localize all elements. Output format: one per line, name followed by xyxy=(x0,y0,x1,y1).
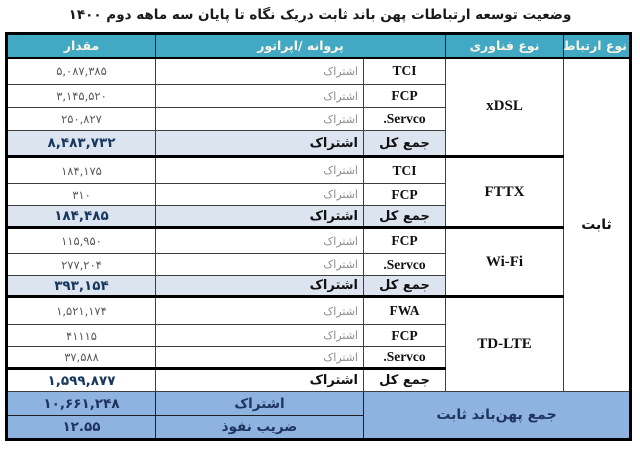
table-row-fttx-tci: FTTX TCI اشتراک ۱۸۴,۱۷۵ xyxy=(5,155,630,228)
header-row: نوع ارتباط نوع فناوری پروانه /اپراتور مق… xyxy=(5,33,631,59)
total-value-cell: ۱,۵۹۹,۸۷۷ xyxy=(5,367,156,392)
broadband-table: نوع ارتباط نوع فناوری پروانه /اپراتور مق… xyxy=(4,32,632,441)
unit-cell: اشتراک xyxy=(154,183,365,206)
operator-cell: TCI xyxy=(363,155,446,184)
table-row-wifi-fcp: Wi-Fi FCP اشتراک ۱۱۵,۹۵۰ xyxy=(5,226,630,297)
total-value-cell: ۳۹۳,۱۵۴ xyxy=(5,275,156,297)
value-cell: ۱۸۴,۱۷۵ xyxy=(5,155,156,184)
operator-cell: FCP xyxy=(363,226,446,254)
operator-cell: FCP xyxy=(363,84,446,108)
table-row-xdsl-servco: Servco. اشتراک ۲۵۰,۸۲۷ xyxy=(5,107,630,131)
table-row-tdlte-fwa: TD-LTE FWA اشتراک ۱,۵۲۱,۱۷۴ xyxy=(5,295,630,392)
unit-cell: اشتراک xyxy=(154,57,365,85)
technology-cell-fttx: FTTX xyxy=(445,155,564,228)
operator-cell: TCI xyxy=(363,57,446,85)
value-cell: ۱,۵۲۱,۱۷۴ xyxy=(5,295,156,325)
value-cell: ۴۱۱۱۵ xyxy=(5,324,156,347)
total-label-cell: جمع کل xyxy=(363,275,446,297)
operator-cell: Servco. xyxy=(363,346,446,369)
summary-merged-label-cell: جمع پهن‌باند ثابت xyxy=(363,391,631,440)
header-operator: پروانه /اپراتور xyxy=(154,33,447,59)
operator-cell: Servco. xyxy=(363,253,446,276)
summary-value-cell: ۱۲.۵۵ xyxy=(5,415,156,440)
header-technology-type: نوع فناوری xyxy=(445,33,564,59)
total-unit-cell: اشتراک xyxy=(154,275,365,297)
summary-row-subscriptions: جمع پهن‌باند ثابت اشتراک ۱۰,۶۶۱,۲۴۸ xyxy=(5,391,631,440)
unit-cell: اشتراک xyxy=(154,346,365,369)
table-row-xdsl-tci: ثابت xDSL TCI اشتراک ۵,۰۸۷,۳۸۵ xyxy=(5,57,631,392)
value-cell: ۳,۱۴۵,۵۲۰ xyxy=(5,84,156,108)
operator-cell: Servco. xyxy=(363,107,446,131)
total-label-cell: جمع کل xyxy=(363,130,446,157)
summary-label-cell: اشتراک xyxy=(154,391,365,416)
operator-cell: FCP xyxy=(363,324,446,347)
summary-value-cell: ۱۰,۶۶۱,۲۴۸ xyxy=(5,391,156,416)
summary-label-cell: ضریب نفوذ xyxy=(154,415,365,440)
total-value-cell: ۸,۴۸۳,۷۳۲ xyxy=(5,130,156,157)
total-row-wifi: جمع کل اشتراک ۳۹۳,۱۵۴ xyxy=(5,275,630,297)
summary-row-penetration: ضریب نفوذ ۱۲.۵۵ xyxy=(5,415,630,440)
unit-cell: اشتراک xyxy=(154,155,365,184)
operator-cell: FCP xyxy=(363,183,446,206)
header-value: مقدار xyxy=(5,33,156,59)
total-label-cell: جمع کل xyxy=(363,205,446,228)
technology-cell-tdlte: TD-LTE xyxy=(445,295,564,392)
technology-cell-xdsl: xDSL xyxy=(445,57,564,157)
total-unit-cell: اشتراک xyxy=(154,130,365,157)
total-label-cell: جمع کل xyxy=(363,367,446,392)
unit-cell: اشتراک xyxy=(154,324,365,347)
unit-cell: اشتراک xyxy=(154,107,365,131)
total-value-cell: ۱۸۴,۴۸۵ xyxy=(5,205,156,228)
page-title: وضعیت توسعه ارتباطات پهن باند ثابت دریک … xyxy=(68,7,572,23)
header-connection-type: نوع ارتباط xyxy=(563,33,631,59)
value-cell: ۲۷۷,۲۰۴ xyxy=(5,253,156,276)
total-unit-cell: اشتراک xyxy=(154,205,365,228)
operator-cell: FWA xyxy=(363,295,446,325)
value-cell: ۲۵۰,۸۲۷ xyxy=(5,107,156,131)
page: { "page": { "title": "وضعیت توسعه ارتباط… xyxy=(0,7,640,465)
unit-cell: اشتراک xyxy=(154,295,365,325)
connection-type-cell: ثابت xyxy=(563,57,631,392)
total-row-xdsl: جمع کل اشتراک ۸,۴۸۳,۷۳۲ xyxy=(5,130,630,157)
technology-cell-wifi: Wi-Fi xyxy=(445,226,564,297)
unit-cell: اشتراک xyxy=(154,84,365,108)
unit-cell: اشتراک xyxy=(154,226,365,254)
value-cell: ۳۷,۵۸۸ xyxy=(5,346,156,369)
value-cell: ۵,۰۸۷,۳۸۵ xyxy=(5,57,156,85)
total-row-tdlte: جمع کل اشتراک ۱,۵۹۹,۸۷۷ xyxy=(5,367,630,392)
value-cell: ۳۱۰ xyxy=(5,183,156,206)
table-row-tdlte-fcp: FCP اشتراک ۴۱۱۱۵ xyxy=(5,324,630,347)
unit-cell: اشتراک xyxy=(154,253,365,276)
value-cell: ۱۱۵,۹۵۰ xyxy=(5,226,156,254)
total-unit-cell: اشتراک xyxy=(154,367,365,392)
table-row-wifi-servco: Servco. اشتراک ۲۷۷,۲۰۴ xyxy=(5,253,630,276)
table-row-fttx-fcp: FCP اشتراک ۳۱۰ xyxy=(5,183,630,206)
